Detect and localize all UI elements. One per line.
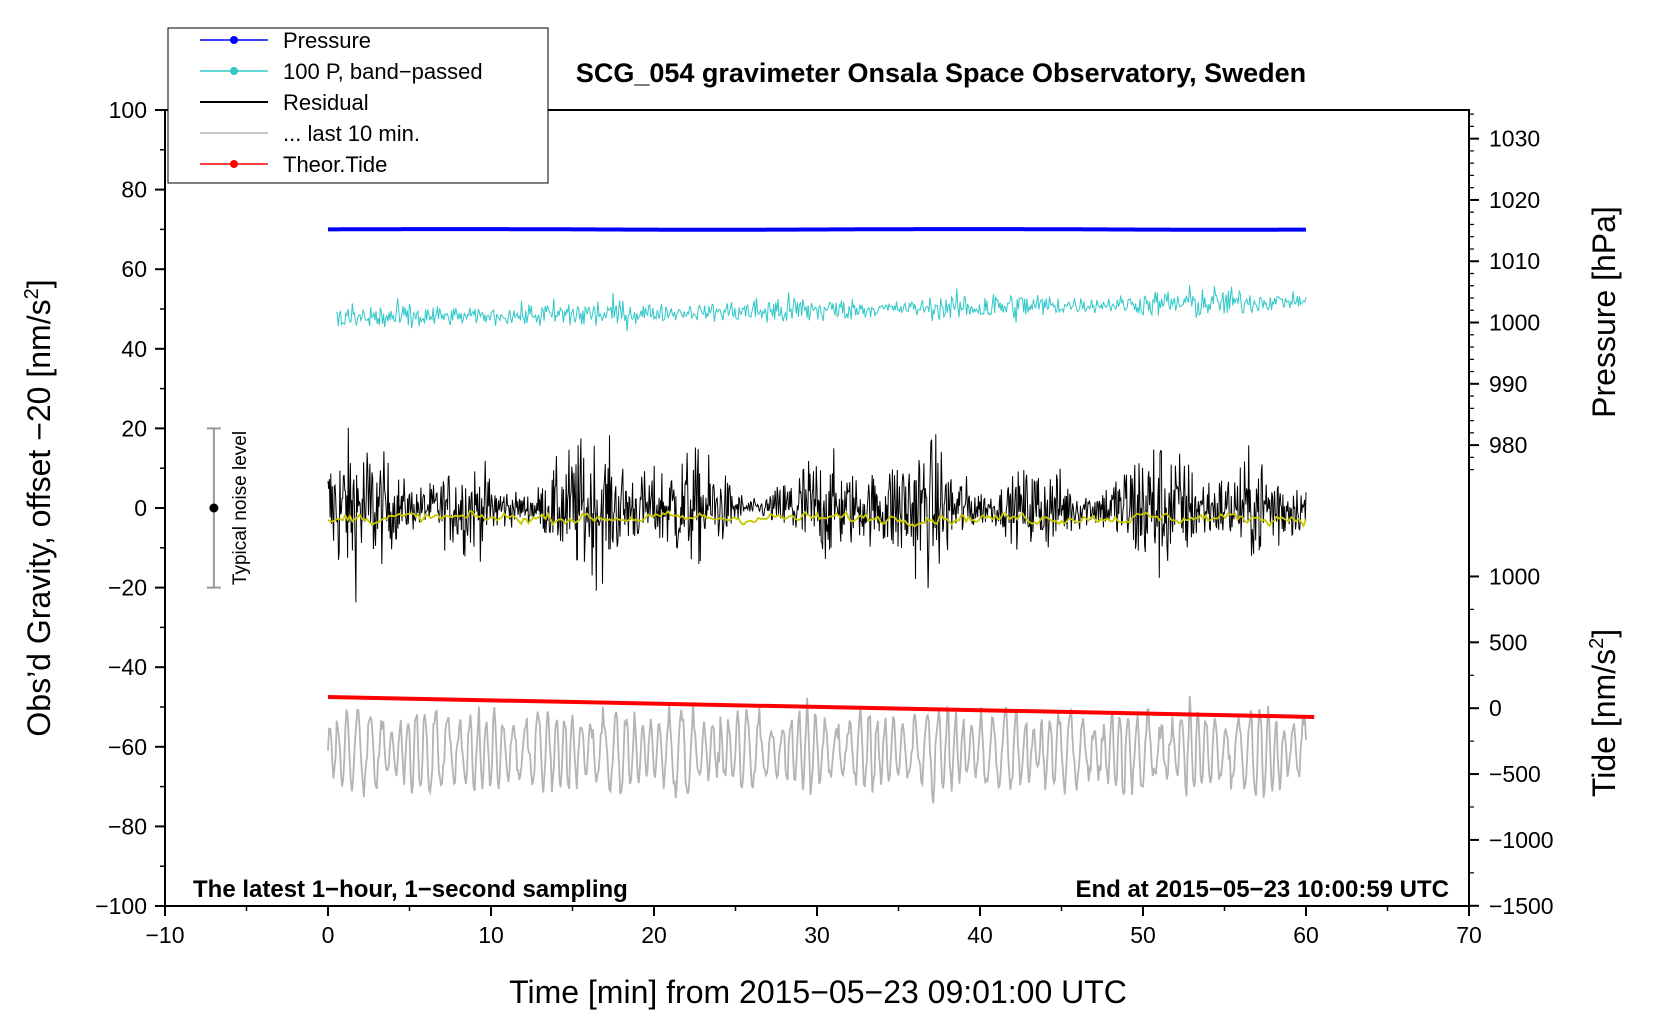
x-tick-label: 60 — [1293, 922, 1319, 948]
y-tick-label: 100 — [109, 97, 147, 123]
y-axis-title-end: ] — [21, 279, 57, 288]
tide-tick-label: 0 — [1489, 695, 1502, 721]
tide-tick-label: −1500 — [1489, 893, 1554, 919]
pressure-tick-label: 1010 — [1489, 248, 1540, 274]
legend-label: Residual — [283, 90, 369, 115]
pressure-tick-label: 1020 — [1489, 187, 1540, 213]
legend-swatch-marker — [230, 36, 238, 44]
x-tick-label: 0 — [322, 922, 335, 948]
residual-series-line — [327, 427, 1307, 603]
residual-smoothed-series-line — [327, 509, 1307, 528]
pressure-tick-label: 980 — [1489, 432, 1527, 458]
x-axis-title: Time [min] from 2015−05−23 09:01:00 UTC — [509, 974, 1127, 1010]
x-tick-label: 30 — [804, 922, 830, 948]
tide-axis-title-main: Tide [nm/s — [1586, 649, 1622, 797]
legend-box — [167, 27, 549, 184]
y-tick-label: 60 — [121, 256, 147, 282]
legend-label: ... last 10 min. — [283, 121, 420, 146]
y-tick-label: −20 — [108, 575, 147, 601]
noise-level-indicator: Typical noise level — [206, 427, 251, 589]
last-10-min-series-line — [327, 696, 1307, 804]
pressure-tick-label: 1000 — [1489, 310, 1540, 336]
tide-tick-label: 1000 — [1489, 563, 1540, 589]
tide-axis-title-sup: 2 — [1586, 638, 1608, 649]
x-tick-label: 50 — [1130, 922, 1156, 948]
legend-swatch-marker — [230, 67, 238, 75]
annotation-latest-hour: The latest 1−hour, 1−second sampling — [193, 876, 628, 903]
x-tick-label: 70 — [1456, 922, 1482, 948]
theoretical-tide-series-line — [327, 695, 1315, 719]
pressure-series-line — [328, 227, 1306, 232]
tide-tick-label: 500 — [1489, 629, 1527, 655]
x-tick-label: 20 — [641, 922, 667, 948]
y-tick-label: −100 — [95, 893, 147, 919]
bandpassed-pressure-series-line — [335, 285, 1307, 332]
tide-tick-label: −1000 — [1489, 827, 1554, 853]
y-axis-title-main: Obs’d Gravity, offset −20 [nm/s — [21, 299, 57, 736]
series-layer — [327, 227, 1315, 804]
tide-axis-title: Tide [nm/s2] — [1586, 629, 1622, 797]
y-tick-label: 80 — [121, 177, 147, 203]
axis-layer: −10 0 10 20 30 40 50 60 70−100−80−60−40−20020406… — [95, 97, 1553, 948]
pressure-axis-title: Pressure [hPa] — [1586, 206, 1622, 418]
legend: Pressure 100 P, band−passed Residual ... la… — [167, 27, 549, 184]
legend-swatch-marker — [230, 160, 238, 168]
y-tick-label: 20 — [121, 415, 147, 441]
x-tick-label: −10 — [145, 922, 184, 948]
legend-label: Theor.Tide — [283, 152, 387, 177]
pressure-tick-label: 1030 — [1489, 126, 1540, 152]
y-axis-title-sup: 2 — [21, 288, 43, 299]
x-tick-label: 10 — [478, 922, 504, 948]
chart-title: SCG_054 gravimeter Onsala Space Observat… — [576, 58, 1306, 88]
legend-label: Pressure — [283, 28, 371, 53]
noise-level-label: Typical noise level — [230, 431, 251, 585]
y-tick-label: 0 — [134, 495, 147, 521]
legend-label: 100 P, band−passed — [283, 59, 483, 84]
tide-axis-title-end: ] — [1586, 629, 1622, 638]
pressure-tick-label: 990 — [1489, 371, 1527, 397]
y-tick-label: 40 — [121, 336, 147, 362]
noise-bar-center-dot — [209, 503, 219, 513]
y-tick-label: −40 — [108, 654, 147, 680]
y-tick-label: −80 — [108, 813, 147, 839]
tide-tick-label: −500 — [1489, 761, 1541, 787]
annotation-end-time: End at 2015−05−23 10:00:59 UTC — [1075, 876, 1449, 903]
x-tick-label: 40 — [967, 922, 993, 948]
y-tick-label: −60 — [108, 734, 147, 760]
y-axis-title: Obs’d Gravity, offset −20 [nm/s2] — [21, 279, 57, 736]
